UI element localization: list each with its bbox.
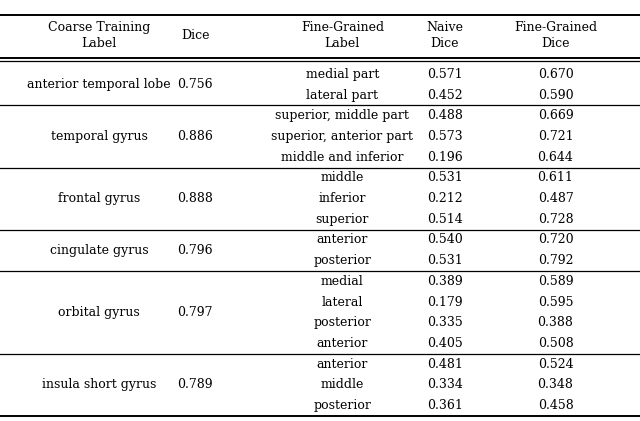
- Text: lateral part: lateral part: [307, 88, 378, 101]
- Text: superior, anterior part: superior, anterior part: [271, 130, 413, 143]
- Text: 0.481: 0.481: [427, 358, 463, 370]
- Text: medial: medial: [321, 275, 364, 288]
- Text: 0.611: 0.611: [538, 171, 573, 184]
- Text: 0.644: 0.644: [538, 151, 573, 164]
- Text: 0.348: 0.348: [538, 378, 573, 392]
- Text: 0.571: 0.571: [427, 68, 463, 81]
- Text: 0.728: 0.728: [538, 213, 573, 226]
- Text: 0.789: 0.789: [177, 378, 213, 392]
- Text: Coarse Training
Label: Coarse Training Label: [48, 21, 150, 51]
- Text: 0.452: 0.452: [427, 88, 463, 101]
- Text: 0.531: 0.531: [427, 254, 463, 267]
- Text: 0.573: 0.573: [427, 130, 463, 143]
- Text: 0.531: 0.531: [427, 171, 463, 184]
- Text: 0.196: 0.196: [427, 151, 463, 164]
- Text: 0.540: 0.540: [427, 234, 463, 246]
- Text: temporal gyrus: temporal gyrus: [51, 130, 148, 143]
- Text: 0.335: 0.335: [427, 316, 463, 329]
- Text: lateral: lateral: [322, 296, 363, 309]
- Text: 0.488: 0.488: [427, 109, 463, 122]
- Text: 0.796: 0.796: [177, 244, 213, 257]
- Text: 0.389: 0.389: [427, 275, 463, 288]
- Text: 0.514: 0.514: [427, 213, 463, 226]
- Text: 0.721: 0.721: [538, 130, 573, 143]
- Text: middle: middle: [321, 378, 364, 392]
- Text: anterior: anterior: [317, 358, 368, 370]
- Text: 0.792: 0.792: [538, 254, 573, 267]
- Text: 0.405: 0.405: [427, 337, 463, 350]
- Text: 0.361: 0.361: [427, 399, 463, 412]
- Text: 0.595: 0.595: [538, 296, 573, 309]
- Text: Fine-Grained
Dice: Fine-Grained Dice: [514, 21, 597, 51]
- Text: anterior: anterior: [317, 234, 368, 246]
- Text: 0.524: 0.524: [538, 358, 573, 370]
- Text: Dice: Dice: [181, 29, 209, 43]
- Text: 0.589: 0.589: [538, 275, 573, 288]
- Text: superior, middle part: superior, middle part: [275, 109, 410, 122]
- Text: 0.670: 0.670: [538, 68, 573, 81]
- Text: 0.508: 0.508: [538, 337, 573, 350]
- Text: orbital gyrus: orbital gyrus: [58, 306, 140, 319]
- Text: posterior: posterior: [314, 254, 371, 267]
- Text: Fine-Grained
Label: Fine-Grained Label: [301, 21, 384, 51]
- Text: anterior temporal lobe: anterior temporal lobe: [28, 78, 171, 91]
- Text: 0.388: 0.388: [538, 316, 573, 329]
- Text: 0.797: 0.797: [177, 306, 213, 319]
- Text: 0.720: 0.720: [538, 234, 573, 246]
- Text: 0.756: 0.756: [177, 78, 213, 91]
- Text: superior: superior: [316, 213, 369, 226]
- Text: inferior: inferior: [319, 192, 366, 205]
- Text: middle: middle: [321, 171, 364, 184]
- Text: anterior: anterior: [317, 337, 368, 350]
- Text: 0.458: 0.458: [538, 399, 573, 412]
- Text: middle and inferior: middle and inferior: [281, 151, 404, 164]
- Text: posterior: posterior: [314, 399, 371, 412]
- Text: posterior: posterior: [314, 316, 371, 329]
- Text: 0.179: 0.179: [427, 296, 463, 309]
- Text: 0.888: 0.888: [177, 192, 213, 205]
- Text: cingulate gyrus: cingulate gyrus: [50, 244, 148, 257]
- Text: insula short gyrus: insula short gyrus: [42, 378, 156, 392]
- Text: 0.669: 0.669: [538, 109, 573, 122]
- Text: 0.590: 0.590: [538, 88, 573, 101]
- Text: 0.334: 0.334: [427, 378, 463, 392]
- Text: Naive
Dice: Naive Dice: [426, 21, 463, 51]
- Text: 0.487: 0.487: [538, 192, 573, 205]
- Text: 0.886: 0.886: [177, 130, 213, 143]
- Text: medial part: medial part: [306, 68, 379, 81]
- Text: 0.212: 0.212: [427, 192, 463, 205]
- Text: frontal gyrus: frontal gyrus: [58, 192, 140, 205]
